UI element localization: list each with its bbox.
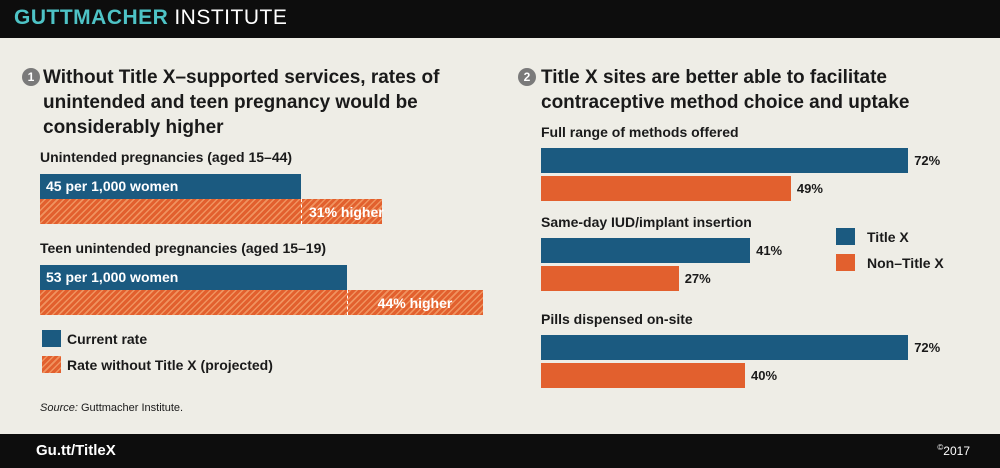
chart2-category-label: Same-day IUD/implant insertion	[541, 214, 752, 230]
chart1-projected-bar	[40, 290, 483, 315]
legend-titlex-label: Title X	[867, 229, 909, 245]
chart2-category-label: Pills dispensed on-site	[541, 311, 693, 327]
chart2-category-label: Full range of methods offered	[541, 124, 739, 140]
chart2-bar-nontitlex	[541, 363, 745, 388]
footer-bar: Gu.tt/TitleX ©2017	[0, 434, 1000, 468]
chart1-current-bar	[40, 265, 348, 290]
chart2-bar-titlex	[541, 148, 909, 173]
chart1-title: Without Title X–supported services, rate…	[43, 67, 440, 138]
chart2-value-label: 41%	[756, 243, 783, 258]
legend-projected-swatch	[42, 356, 61, 373]
chart1-current-value-label: 45 per 1,000 women	[46, 178, 179, 194]
legend-titlex-swatch	[836, 228, 855, 245]
chart2-number-badge: 2	[518, 68, 536, 86]
chart2-value-label: 72%	[914, 340, 941, 355]
chart1-increase-label: 31% higher	[309, 204, 384, 220]
chart1-current-value-label: 53 per 1,000 women	[46, 269, 179, 285]
chart2-value-label: 72%	[914, 153, 941, 168]
legend-nontitlex-label: Non–Title X	[867, 255, 944, 271]
legend-current-label: Current rate	[67, 331, 148, 347]
legend-projected-label: Rate without Title X (projected)	[67, 357, 273, 373]
chart2-bar-titlex	[541, 238, 751, 263]
legend-current-swatch	[42, 330, 61, 347]
chart2-title: Title X sites are better able to facilit…	[541, 67, 910, 113]
chart1-group-label: Unintended pregnancies (aged 15–44)	[40, 149, 293, 165]
brand-logo: GUTTMACHER INSTITUTE	[14, 6, 288, 29]
source-note: Source: Guttmacher Institute.	[40, 402, 184, 414]
chart1-current-end-marker	[301, 199, 302, 224]
chart1-projected-bar	[40, 199, 382, 224]
chart1-current-end-marker	[347, 290, 349, 315]
chart2-value-label: 27%	[684, 271, 711, 286]
chart1-increase-label: 44% higher	[377, 295, 453, 311]
chart1-current-bar	[40, 174, 301, 199]
chart2-value-label: 40%	[751, 368, 778, 383]
chart2-bar-titlex	[541, 335, 909, 360]
chart2-bar-nontitlex	[541, 176, 791, 201]
chart2-bar-nontitlex	[541, 266, 679, 291]
legend-nontitlex-swatch	[836, 254, 855, 271]
header-bar: GUTTMACHER INSTITUTE	[0, 0, 1000, 38]
footer-url: Gu.tt/TitleX	[36, 442, 116, 459]
chart1-number-badge: 1	[22, 68, 40, 86]
chart2-value-label: 49%	[796, 181, 823, 196]
chart1-group-label: Teen unintended pregnancies (aged 15–19)	[40, 240, 327, 256]
footer-copyright: ©2017	[937, 443, 970, 458]
